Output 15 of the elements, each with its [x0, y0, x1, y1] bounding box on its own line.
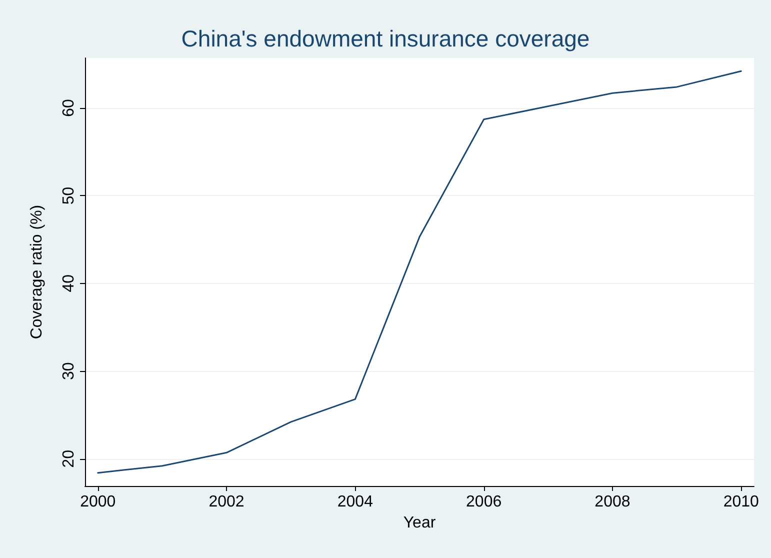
y-tick-label: 50 [60, 186, 78, 205]
x-tick-label: 2006 [466, 494, 502, 510]
x-tick-label: 2004 [337, 494, 374, 510]
x-axis-title: Year [403, 514, 436, 532]
line-series [97, 70, 742, 474]
y-tick-label: 40 [60, 274, 78, 292]
x-tick-label: 2002 [208, 494, 244, 510]
x-tick-label: 2008 [594, 494, 630, 510]
y-axis-title: Coverage ratio (%) [28, 204, 46, 340]
y-tick-label: 60 [60, 98, 78, 117]
x-tick-label: 2000 [80, 494, 116, 510]
y-tick-label: 20 [60, 450, 78, 468]
chart-title: China's endowment insurance coverage [181, 26, 590, 52]
y-tick-label: 30 [60, 362, 78, 380]
x-tick-label: 2010 [723, 494, 760, 510]
